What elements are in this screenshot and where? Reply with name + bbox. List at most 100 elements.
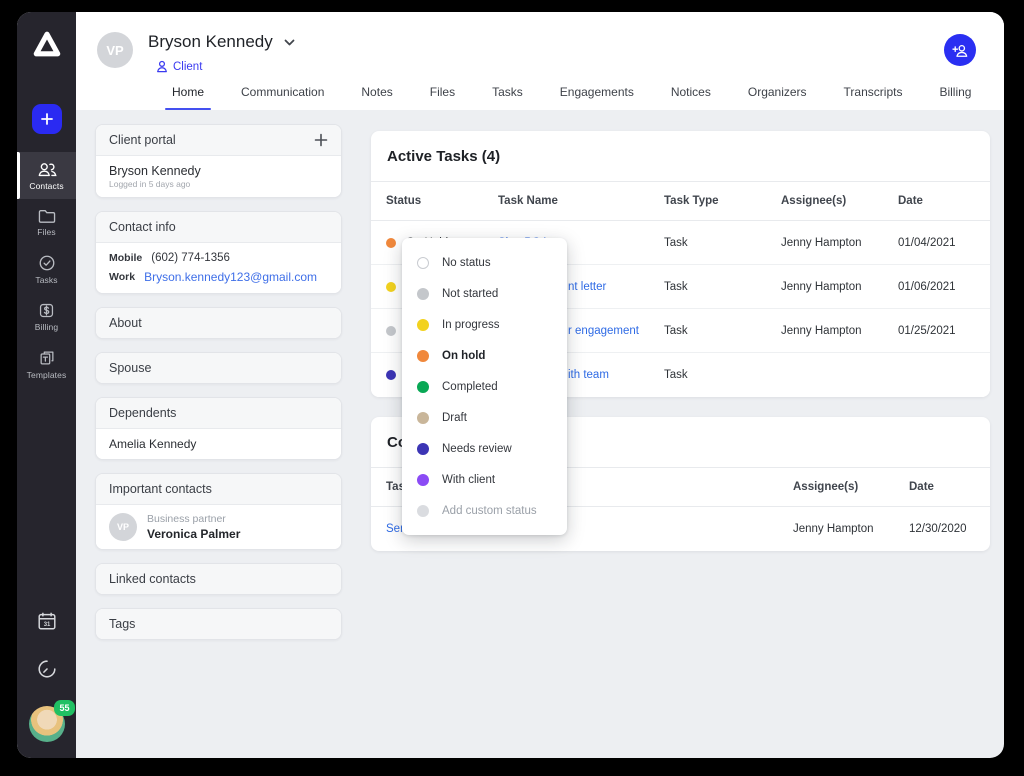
dependent-name: Amelia Kennedy <box>109 437 197 451</box>
task-row: Sen Jenny Hampton 12/30/2020 <box>371 507 990 551</box>
email-label: Work <box>109 271 136 283</box>
tab-billing[interactable]: Billing <box>939 85 972 99</box>
status-option-completed[interactable]: Completed <box>402 371 567 402</box>
col-assignee: Assignee(s) <box>781 195 847 207</box>
status-dot <box>417 318 429 331</box>
task-type: Task <box>664 369 688 381</box>
email-link[interactable]: Bryson.kennedy123@gmail.com <box>144 270 317 284</box>
tab-engagements[interactable]: Engagements <box>559 85 634 99</box>
chevron-down-icon[interactable] <box>284 39 295 46</box>
col-task-name: Task Name <box>498 195 558 207</box>
client-header: VP Bryson Kennedy Client Home Communicat… <box>76 12 1004 110</box>
canopy-logo-icon <box>32 30 62 58</box>
contact-info-card: Contact info Mobile (602) 774-1356 Work … <box>95 211 342 294</box>
status-dot <box>417 442 429 455</box>
status-dot <box>417 473 429 486</box>
status-dot <box>417 411 429 424</box>
status-option-needs-review[interactable]: Needs review <box>402 433 567 464</box>
status-dot <box>386 281 396 292</box>
dependents-title: Dependents <box>109 406 177 420</box>
sidebar-item-label: Billing <box>34 322 59 332</box>
sidebar-item-label: Contacts <box>29 181 64 191</box>
status-option-on-hold[interactable]: On hold <box>402 340 567 371</box>
about-card: About <box>95 307 342 339</box>
important-contact-row[interactable]: VP Business partner Veronica Palmer <box>96 505 341 549</box>
status-option-not-started[interactable]: Not started <box>402 278 567 309</box>
spouse-title[interactable]: Spouse <box>109 361 152 375</box>
tab-home[interactable]: Home <box>164 85 212 110</box>
dollar-square-icon <box>38 302 55 319</box>
client-info-column: Client portal Bryson Kennedy Logged in 5… <box>95 124 342 758</box>
client-portal-card: Client portal Bryson Kennedy Logged in 5… <box>95 124 342 198</box>
task-link[interactable]: nt letter <box>568 280 607 293</box>
sidebar-item-contacts[interactable]: Contacts <box>17 152 76 199</box>
sidebar-item-tasks[interactable]: Tasks <box>17 245 76 293</box>
tab-notes[interactable]: Notes <box>361 85 393 99</box>
status-dot <box>417 380 429 393</box>
task-date: 01/25/2021 <box>898 324 956 337</box>
task-link[interactable]: ith team <box>568 369 609 381</box>
contacts-icon <box>37 161 57 178</box>
user-avatar[interactable]: 55 <box>28 700 75 742</box>
client-name: Bryson Kennedy <box>148 32 273 51</box>
important-contacts-card: Important contacts VP Business partner V… <box>95 473 342 550</box>
active-tasks-title: Active Tasks (4) <box>387 148 501 165</box>
status-option-add-custom[interactable]: Add custom status <box>402 495 567 526</box>
task-link[interactable]: r engagement <box>568 324 639 337</box>
tags-title[interactable]: Tags <box>109 617 136 631</box>
status-option-no-status[interactable]: No status <box>402 247 567 278</box>
linked-contacts-card: Linked contacts <box>95 563 342 595</box>
sidebar-item-billing[interactable]: Billing <box>17 293 76 340</box>
tab-tasks[interactable]: Tasks <box>492 85 523 99</box>
tab-communication[interactable]: Communication <box>241 85 325 99</box>
tab-organizers[interactable]: Organizers <box>747 85 807 99</box>
sidebar-item-files[interactable]: Files <box>17 199 76 245</box>
task-assignee: Jenny Hampton <box>781 236 862 249</box>
col-task-name: Tas <box>386 481 405 493</box>
task-date: 12/30/2020 <box>909 523 967 535</box>
contact-avatar: VP <box>109 513 137 541</box>
col-date: Date <box>909 481 934 493</box>
task-assignee: Jenny Hampton <box>781 324 862 337</box>
tab-files[interactable]: Files <box>429 85 456 99</box>
phone-value: (602) 774-1356 <box>151 252 230 264</box>
sidebar-item-label: Files <box>37 227 56 237</box>
app-sidebar: Contacts Files Tasks Billing <box>17 12 76 758</box>
spouse-card: Spouse <box>95 352 342 384</box>
tags-card: Tags <box>95 608 342 640</box>
important-contacts-title: Important contacts <box>109 482 212 496</box>
client-avatar: VP <box>97 32 133 68</box>
status-dot <box>386 325 396 336</box>
check-circle-icon <box>38 254 56 272</box>
timer-count-badge: 55 <box>54 700 75 716</box>
phone-label: Mobile <box>109 252 143 264</box>
status-option-in-progress[interactable]: In progress <box>402 309 567 340</box>
client-tabs: Home Communication Notes Files Tasks Eng… <box>164 85 972 110</box>
contact-role: Business partner <box>147 513 226 525</box>
status-dropdown-menu: No status Not started In progress On hol… <box>402 238 567 535</box>
dependents-card: Dependents Amelia Kennedy <box>95 397 342 460</box>
contact-info-title: Contact info <box>109 220 176 234</box>
tab-transcripts[interactable]: Transcripts <box>843 85 903 99</box>
calendar-icon[interactable]: 31 <box>36 610 58 632</box>
timer-icon[interactable] <box>36 658 58 680</box>
status-option-draft[interactable]: Draft <box>402 402 567 433</box>
about-title[interactable]: About <box>109 316 142 330</box>
task-type: Task <box>664 236 688 249</box>
status-dot <box>386 237 396 248</box>
sidebar-item-templates[interactable]: Templates <box>17 340 76 388</box>
status-dot <box>417 349 429 362</box>
task-link[interactable]: Sen <box>386 523 407 535</box>
add-contact-button[interactable] <box>944 34 976 66</box>
plus-icon[interactable] <box>314 133 328 147</box>
tab-notices[interactable]: Notices <box>670 85 711 99</box>
linked-contacts-title[interactable]: Linked contacts <box>109 572 196 586</box>
global-add-button[interactable] <box>31 104 62 134</box>
status-dot <box>417 256 429 269</box>
status-option-with-client[interactable]: With client <box>402 464 567 495</box>
task-type: Task <box>664 324 688 337</box>
portal-last-login: Logged in 5 days ago <box>109 179 191 189</box>
folder-icon <box>37 208 57 224</box>
status-dot <box>386 370 396 380</box>
task-assignee: Jenny Hampton <box>793 523 874 535</box>
